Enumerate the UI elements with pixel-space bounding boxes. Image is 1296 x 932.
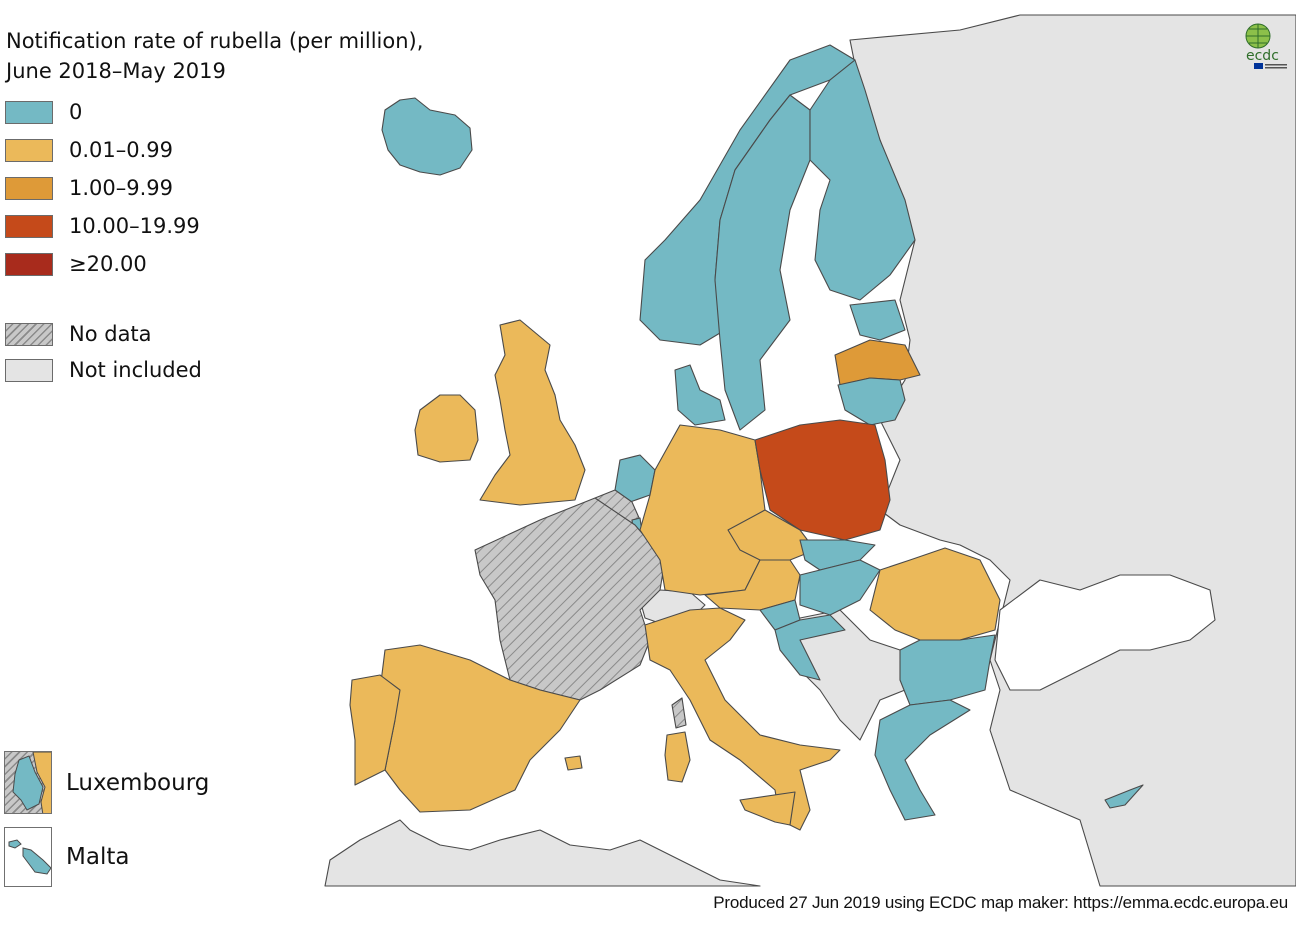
country-hungary [799, 559, 881, 616]
legend-swatch-orange [5, 176, 53, 200]
country-portugal [349, 674, 401, 786]
country-croatia [774, 614, 846, 681]
country-italy-sicily [739, 791, 796, 826]
country-france [474, 497, 666, 701]
country-czechia [727, 509, 816, 561]
country-iceland [381, 97, 473, 176]
legend-label: 0.01–0.99 [69, 138, 174, 162]
credit-text: Produced 27 Jun 2019 using ECDC map make… [713, 893, 1288, 912]
legend-item-0: 0 [5, 99, 82, 125]
inset-label-malta: Malta [66, 844, 130, 870]
legend-swatch-light-orange [5, 138, 53, 162]
country-denmark [674, 364, 726, 426]
malta-inset-map [8, 839, 51, 875]
country-italy-sardinia [664, 731, 691, 783]
legend-label: 0 [69, 100, 83, 124]
title-line-1: Notification rate of rubella (per millio… [6, 29, 424, 53]
legend-item-not-included: Not included [5, 357, 202, 383]
country-ireland [414, 394, 479, 463]
legend-label: 10.00–19.99 [69, 214, 200, 238]
map-title: Notification rate of rubella (per millio… [6, 26, 423, 86]
inset-luxembourg-box [4, 751, 52, 814]
legend-swatch-dark-red [5, 252, 53, 276]
title-line-2: June 2018–May 2019 [6, 59, 226, 83]
country-italy [644, 607, 841, 831]
country-romania [869, 547, 1001, 641]
country-lithuania [837, 377, 906, 426]
legend-label: No data [69, 322, 152, 346]
region-not-included-east [849, 14, 1296, 887]
country-united-kingdom [479, 319, 586, 506]
legend-item-1: 0.01–0.99 [5, 137, 173, 163]
france-corsica [671, 697, 687, 729]
legend-label: 1.00–9.99 [69, 176, 174, 200]
legend-item-3: 10.00–19.99 [5, 213, 200, 239]
country-greece [874, 699, 971, 821]
country-finland [809, 59, 916, 301]
legend-label: Not included [69, 358, 202, 382]
inset-label-luxembourg: Luxembourg [66, 770, 210, 796]
legend-item-2: 1.00–9.99 [5, 175, 173, 201]
country-bulgaria [899, 634, 996, 706]
legend-swatch-hatched [5, 322, 53, 346]
black-sea [994, 574, 1216, 691]
spain-balearics [564, 755, 583, 771]
country-sweden [714, 94, 811, 431]
legend-swatch-teal [5, 100, 53, 124]
region-not-included-africa [324, 819, 761, 887]
country-cyprus [1104, 784, 1144, 809]
svg-text:ecdc: ecdc [1246, 48, 1279, 64]
ecdc-globe-icon: ecdc [1245, 23, 1287, 69]
inset-malta-box [4, 827, 52, 887]
legend-swatch-red-orange [5, 214, 53, 238]
ecdc-logo: ecdc [1240, 22, 1294, 70]
legend-label: ≥20.00 [69, 252, 147, 276]
legend-swatch-grey [5, 358, 53, 382]
luxembourg-inset-map [12, 752, 51, 813]
country-poland [754, 419, 891, 541]
country-estonia [849, 299, 906, 341]
legend-item-no-data: No data [5, 321, 152, 347]
legend-item-4: ≥20.00 [5, 251, 147, 277]
